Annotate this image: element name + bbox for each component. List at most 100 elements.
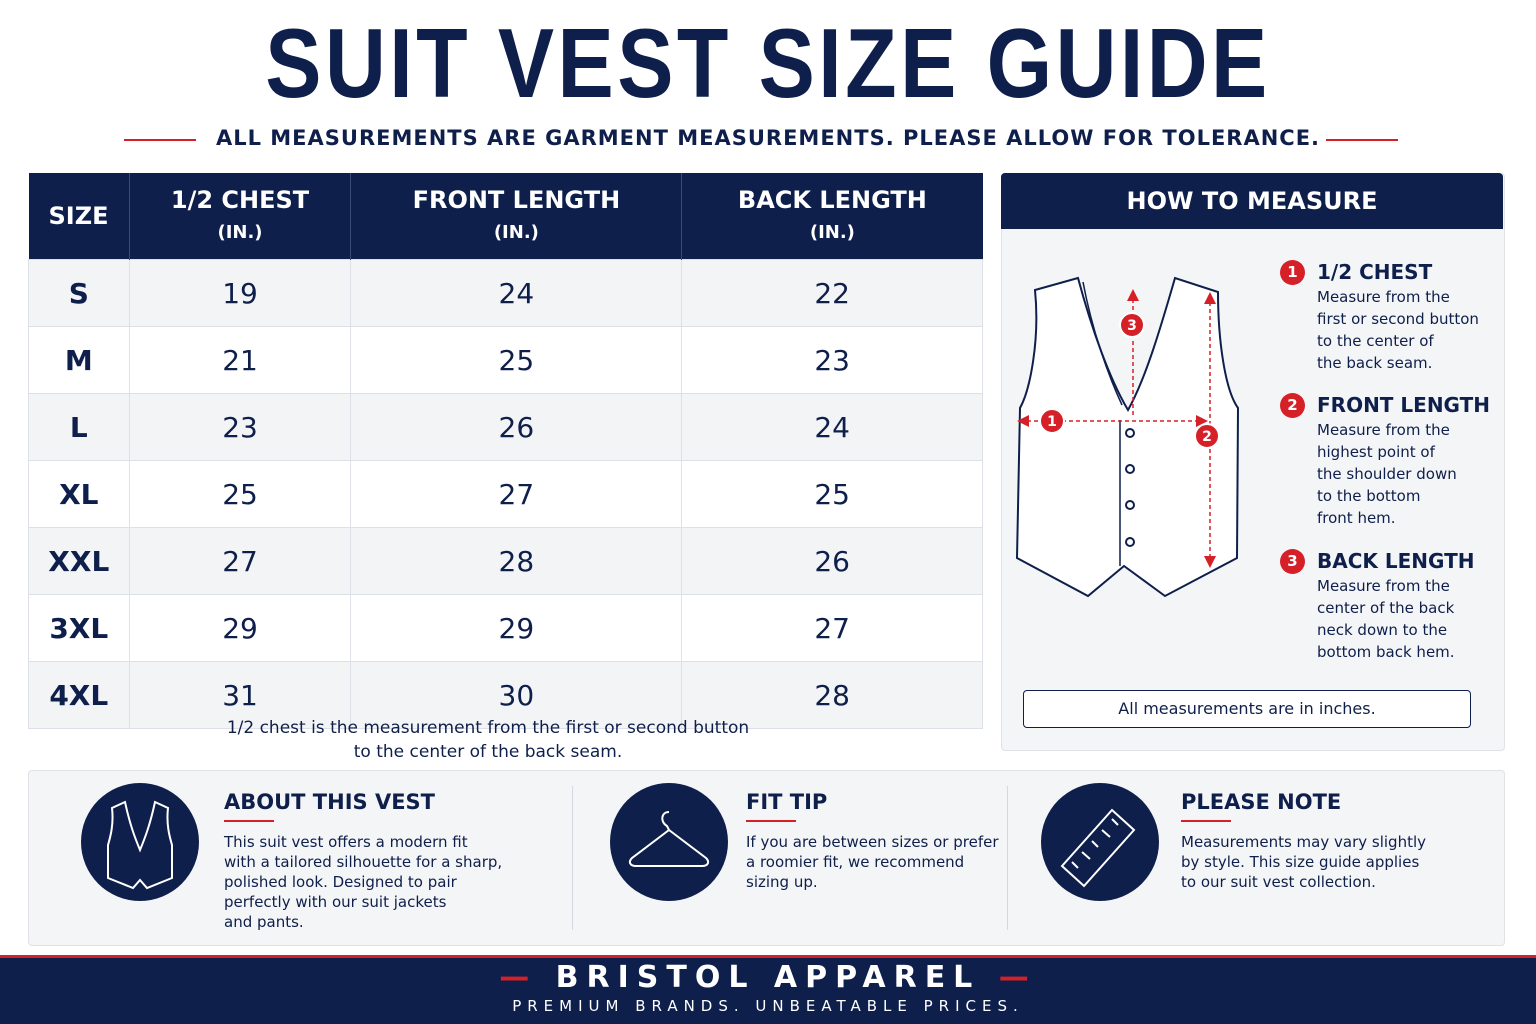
measurement: 27 [350,460,683,528]
brand: — BRISTOL APPAREL — [499,960,1037,995]
size-row: S 19 24 22 [28,259,983,327]
size-row: M 21 25 23 [28,326,983,394]
text-line: and pants. [224,913,304,931]
text-line: perfectly with our suit jackets [224,893,447,911]
tagline: PREMIUM BRANDS. UNBEATABLE PRICES. [512,997,1024,1015]
measurement: 26 [350,393,683,461]
size-row: XL 25 27 25 [28,460,983,528]
text-line: Measure from the [1317,421,1450,439]
step-title: FRONT LENGTH [1317,393,1490,417]
size-row: 3XL 29 29 27 [28,594,983,662]
card-text: This suit vest offers a modern fit with a… [224,832,502,932]
size-row: XXL 27 28 26 [28,527,983,595]
step: 2 FRONT LENGTH Measure from the highest poi… [1280,391,1495,529]
measurement: 22 [681,259,983,327]
size: S [28,259,130,327]
measurement: 28 [350,527,683,595]
size: L [28,393,130,461]
step-badge: 2 [1280,393,1305,418]
size-table: SIZE 1/2 CHEST (IN.) FRONT LENGTH (IN.) BACK … [28,173,983,729]
divider [1007,786,1008,930]
measurement: 31 [128,661,352,729]
divider [1326,139,1398,141]
table-note: 1/2 chest is the measurement from the fi… [28,716,948,764]
info-card: ABOUT THIS VEST This suit vest offers a m… [224,788,502,932]
column-name: BACK LENGTH [737,185,927,214]
step-badge: 3 [1280,549,1305,574]
divider [124,139,196,141]
column-header: SIZE [28,173,130,260]
measurement: 28 [681,661,983,729]
text-line: to the center of [1317,332,1434,350]
measurement: 25 [681,460,983,528]
text-line: If you are between sizes or prefer [746,833,999,851]
measurement: 29 [128,594,352,662]
step-text: Measure from the first or second button to… [1280,286,1495,374]
diagram-badge: 3 [1127,318,1137,334]
info-card: PLEASE NOTE Measurements may vary slightl… [1181,788,1426,892]
footer [0,955,1536,1024]
size: M [28,326,130,394]
text-line: to the center of the back seam. [353,742,623,762]
column-unit: (IN.) [217,221,263,243]
measurement: 24 [681,393,983,461]
text-line: neck down to the [1317,621,1448,639]
text-line: front hem. [1317,509,1396,527]
measurement: 29 [350,594,683,662]
diagram-badge: 2 [1202,429,1212,445]
step: 3 BACK LENGTH Measure from the center of th… [1280,547,1495,663]
column-header: 1/2 CHEST (IN.) [128,173,351,260]
text-line: a roomier fit, we recommend [746,853,965,871]
brand-name: BRISTOL APPAREL [555,960,981,995]
step-title: 1/2 CHEST [1317,260,1433,284]
measurement: 27 [128,527,352,595]
card-text: Measurements may vary slightly by style. … [1181,832,1426,892]
text-line: the back seam. [1317,354,1433,372]
column-name: 1/2 CHEST [170,185,310,214]
card-title: ABOUT THIS VEST [224,790,435,814]
card-text: If you are between sizes or prefer a room… [746,832,999,892]
measurement: 25 [128,460,352,528]
column-header: BACK LENGTH (IN.) [681,173,983,260]
size-row: 4XL 31 30 28 [28,661,983,729]
text-line: by style. This size guide applies [1181,853,1420,871]
column-name: FRONT LENGTH [412,185,621,214]
panel-header: HOW TO MEASURE [1001,173,1503,229]
size: XXL [28,527,130,595]
text-line: to the bottom [1317,487,1421,505]
step: 1 1/2 CHEST Measure from the first or secon… [1280,258,1495,374]
step-badge: 1 [1280,260,1305,285]
subtitle: ALL MEASUREMENTS ARE GARMENT MEASUREMENT… [215,126,1321,150]
header-row: SIZE 1/2 CHEST (IN.) FRONT LENGTH (IN.) BACK … [28,173,983,260]
column-header: FRONT LENGTH (IN.) [350,173,682,260]
size: 3XL [28,594,130,662]
footnote: All measurements are in inches. [1023,690,1471,728]
text-line: 1/2 chest is the measurement from the fi… [226,718,750,738]
text-line: the shoulder down [1317,465,1457,483]
card-title: PLEASE NOTE [1181,790,1342,814]
card-title: FIT TIP [746,790,828,814]
text-line: to our suit vest collection. [1181,873,1376,891]
column-name: SIZE [48,202,109,230]
measurement: 24 [350,259,683,327]
measurement: 23 [128,393,352,461]
title: SUIT VEST SIZE GUIDE [265,8,1271,118]
divider [572,786,573,930]
text-line: first or second button [1317,310,1479,328]
column-unit: (IN.) [809,221,855,243]
measurement: 21 [128,326,352,394]
info-icons [81,783,1159,901]
diagram-badge: 1 [1047,414,1057,430]
size: 4XL [28,661,130,729]
step-title: BACK LENGTH [1317,549,1475,573]
text-line: Measure from the [1317,288,1450,306]
step-text: Measure from the highest point of the shou… [1280,419,1495,529]
text-line: center of the back [1317,599,1455,617]
text-line: highest point of [1317,443,1435,461]
text-line: This suit vest offers a modern fit [224,833,468,851]
text-line: bottom back hem. [1317,643,1455,661]
text-line: Measurements may vary slightly [1181,833,1426,851]
measurement: 19 [128,259,352,327]
vest-diagram: 1 2 3 [1015,276,1240,598]
